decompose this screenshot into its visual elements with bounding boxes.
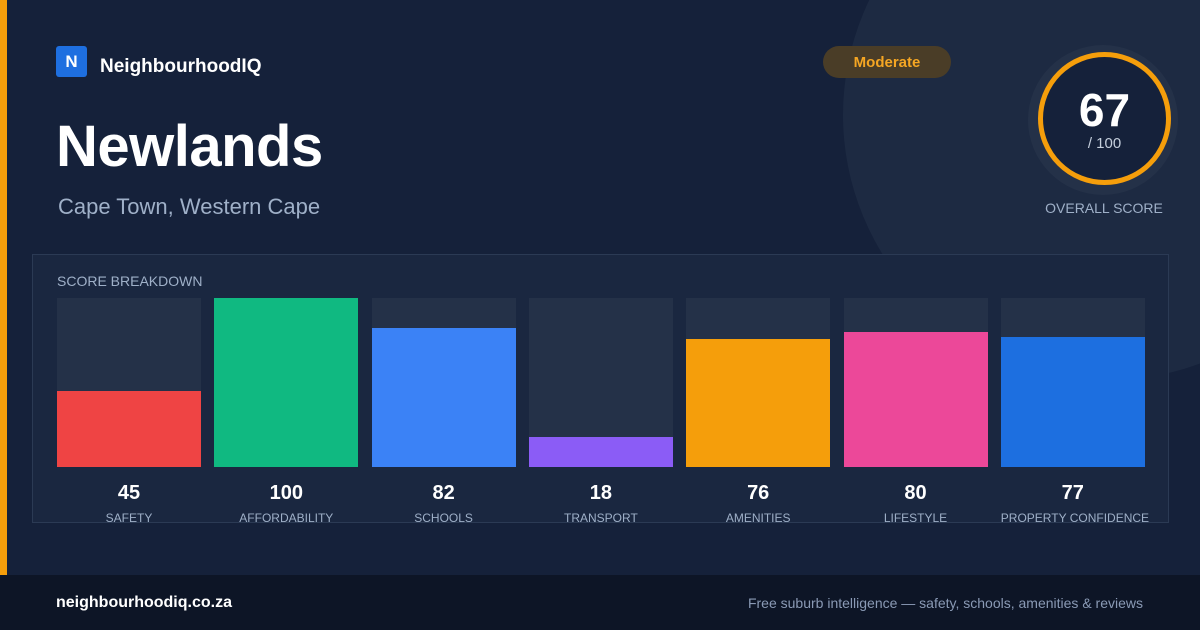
score-bar-amenities: 76 AMENITIES <box>686 298 831 525</box>
bar-label: PROPERTY CONFIDENCE <box>1000 511 1150 525</box>
bar-label: LIFESTYLE <box>883 511 948 525</box>
bar-label: AFFORDABILITY <box>239 511 334 525</box>
score-bar-lifestyle: 80 LIFESTYLE <box>843 298 988 525</box>
bar-track <box>1000 298 1145 467</box>
bar-fill <box>214 298 359 467</box>
bar-track <box>528 298 673 467</box>
overall-score-value: 67 <box>1078 84 1131 136</box>
bar-value: 45 <box>117 482 141 504</box>
score-bar-property-confidence: 77 PROPERTY CONFIDENCE <box>1000 298 1150 525</box>
accent-bar <box>0 0 7 575</box>
bar-label: TRANSPORT <box>563 511 638 525</box>
rating-badge: Moderate <box>823 46 951 78</box>
bar-fill <box>686 338 831 467</box>
bar-track <box>214 298 359 467</box>
overall-score-ring: 67 / 100 <box>1038 52 1171 185</box>
bar-track <box>686 298 831 467</box>
bar-fill <box>528 436 673 467</box>
score-bar-transport: 18 TRANSPORT <box>528 298 673 525</box>
bar-fill <box>1000 336 1145 467</box>
bar-value: 82 <box>432 482 455 504</box>
overall-score-label: OVERALL SCORE <box>1045 200 1163 216</box>
footer-url[interactable]: neighbourhoodiq.co.za <box>56 594 232 611</box>
bar-fill <box>57 390 201 467</box>
bar-fill <box>371 328 516 467</box>
bar-fill <box>843 331 988 467</box>
share-card: N NeighbourhoodIQ Newlands Cape Town, We… <box>0 0 1171 575</box>
bar-value: 80 <box>904 482 927 504</box>
bar-track <box>371 298 516 467</box>
brand-name: NeighbourhoodIQ <box>100 56 262 77</box>
score-bar-safety: 45 SAFETY <box>57 298 201 525</box>
bar-value: 18 <box>589 482 613 504</box>
footer: neighbourhoodiq.co.za Free suburb intell… <box>0 575 1200 630</box>
bar-track <box>843 298 988 467</box>
bar-label: SAFETY <box>105 511 153 525</box>
bar-label: AMENITIES <box>725 511 791 525</box>
score-breakdown-panel: SCORE BREAKDOWN 45 SAFETY 100 AFFORDABILITY… <box>32 254 1169 525</box>
bar-track <box>57 298 201 467</box>
overall-score-max: / 100 <box>1087 135 1122 152</box>
score-bar-schools: 82 SCHOOLS <box>371 298 516 525</box>
bar-value: 76 <box>747 482 770 504</box>
bar-value: 77 <box>1061 482 1084 504</box>
logo-icon: N <box>56 46 87 77</box>
footer-tagline: Free suburb intelligence — safety, schoo… <box>747 595 1143 611</box>
suburb-location: Cape Town, Western Cape <box>58 194 321 219</box>
bar-label: SCHOOLS <box>414 511 473 525</box>
breakdown-title: SCORE BREAKDOWN <box>57 273 203 289</box>
suburb-title: Newlands <box>56 114 323 179</box>
bar-value: 100 <box>269 482 303 504</box>
score-bar-affordability: 100 AFFORDABILITY <box>214 298 359 525</box>
